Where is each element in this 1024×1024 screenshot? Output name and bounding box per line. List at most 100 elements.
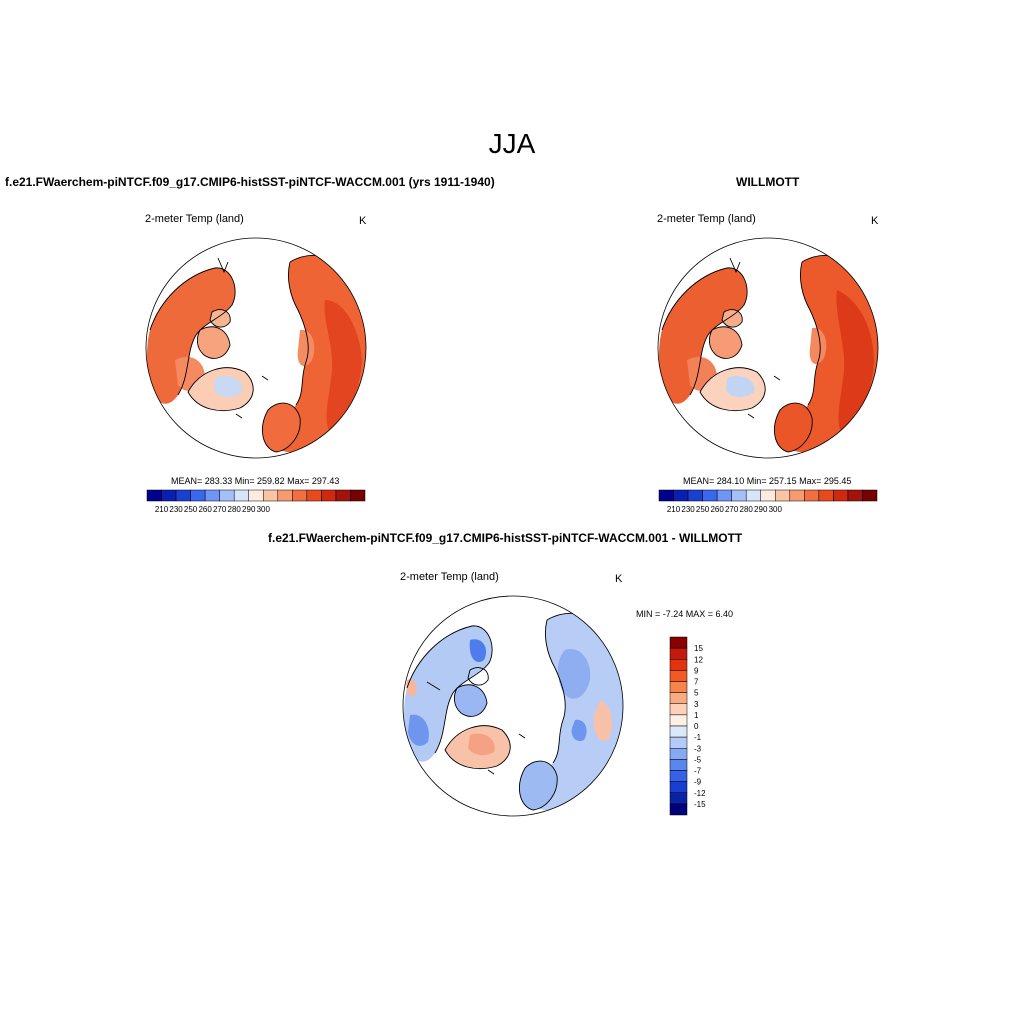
panel-1-colorbar-tick-label: 280 (228, 505, 242, 514)
north-america-land (147, 267, 236, 404)
panel-3-title: f.e21.FWaerchem-piNTCF.f09_g17.CMIP6-his… (268, 531, 743, 545)
panel-3-colorbar-swatch (669, 748, 688, 760)
panel-1-colorbar: 210 230 250 260 270 280 290 300 (146, 489, 366, 514)
panel-3-colorbar-swatch (669, 736, 688, 749)
panel-1-colorbar-tick-label: 260 (198, 505, 212, 514)
panel-2-colorbar-swatch (789, 489, 805, 502)
panel-1-colorbar-swatch (306, 489, 322, 502)
panel-2-colorbar-swatch (862, 489, 878, 502)
panel-3-colorbar-swatch (669, 670, 688, 682)
panel-3-colorbar-swatch (669, 714, 688, 727)
panel-3-colorbar-tick-label: -12 (694, 789, 706, 798)
panel-1-stats: MEAN= 283.33 Min= 259.82 Max= 297.43 (171, 476, 340, 486)
panel-1-colorbar-tick-label: 290 (242, 505, 256, 514)
panel-2-colorbar-tick-label: 210 (667, 505, 681, 514)
panel-3-colorbar: 15 12 9 7 5 3 1 0 -1 -3 -5 -7 -9 -12 -15 (669, 636, 706, 816)
panel-2-colorbar-swatch (687, 489, 703, 502)
panel-2-units-label: K (871, 215, 879, 227)
panel-1-colorbar-tick-label: 250 (184, 505, 198, 514)
panel-3-colorbar-tick-label: -9 (694, 778, 702, 787)
panel-3-colorbar-tick-label: 1 (694, 711, 699, 720)
panel-2-colorbar-swatch (716, 489, 732, 502)
panel-3-units-label: K (615, 573, 623, 585)
scandinavia-land (262, 403, 301, 452)
panel-2-colorbar-swatch (833, 489, 849, 502)
panel-3-colorbar-swatch (669, 792, 688, 805)
panel-2-colorbar-swatch (847, 489, 863, 502)
panel-2-colorbar-swatch (702, 489, 718, 502)
panel-1-colorbar-swatch (335, 489, 351, 502)
panel-2-colorbar-tick-label: 270 (725, 505, 739, 514)
panel-2-colorbar-tick-label: 250 (696, 505, 710, 514)
scandinavia-land (774, 403, 813, 452)
panel-2-colorbar: 210 230 250 260 270 280 290 300 (658, 489, 878, 514)
panel-3-colorbar-swatch (669, 681, 688, 693)
eurasia-land (536, 613, 623, 811)
panel-1-units-label: K (359, 215, 367, 227)
panel-2-colorbar-swatch (745, 489, 761, 502)
panel-3-colorbar-swatch (669, 659, 688, 671)
panel-2-map-outline (657, 237, 879, 459)
panel-3-colorbar-tick-label: 0 (694, 722, 699, 731)
panel-1-colorbar-swatch (146, 489, 162, 502)
panel-1-colorbar-swatch (248, 489, 264, 502)
panel-3-map-outline (402, 595, 624, 817)
panel-1-colorbar-tick-label: 300 (257, 505, 271, 514)
panel-1-map (146, 238, 366, 458)
panel-3-colorbar-tick-label: 15 (694, 644, 703, 653)
panel-1-colorbar-swatch (321, 489, 337, 502)
panel-2-colorbar-swatch (775, 489, 791, 502)
panel-3-colorbar-tick-label: -1 (694, 733, 702, 742)
panel-2-colorbar-swatch (760, 489, 776, 502)
panel-3-colorbar-tick-label: 3 (694, 700, 699, 709)
panel-1-colorbar-swatch (350, 489, 366, 502)
panel-3-map (403, 596, 623, 816)
panel-1-variable-label: 2-meter Temp (land) (145, 213, 244, 225)
scandinavia-land (519, 761, 558, 810)
panel-3-stats: MIN = -7.24 MAX = 6.40 (636, 609, 734, 619)
panel-3-colorbar-swatch (669, 692, 688, 704)
panel-1-map-outline (145, 237, 367, 459)
panel-1-colorbar-swatch (263, 489, 279, 502)
panel-3-colorbar-swatch (669, 647, 688, 660)
panel-3-colorbar-tick-label: 7 (694, 678, 699, 687)
panel-1-colorbar-tick-label: 210 (155, 505, 169, 514)
panel-2-colorbar-swatch (804, 489, 820, 502)
panel-2-colorbar-swatch (658, 489, 674, 502)
panel-1-colorbar-swatch (233, 489, 249, 502)
panel-3-colorbar-tick-label: 9 (694, 666, 699, 675)
panel-1-colorbar-swatch (204, 489, 220, 502)
panel-3-colorbar-tick-label: -3 (694, 744, 702, 753)
panel-3-colorbar-swatch (669, 725, 688, 738)
panel-3-colorbar-swatch (669, 636, 688, 649)
panel-1-colorbar-swatch (161, 489, 177, 502)
panel-1-colorbar-tick-label: 270 (213, 505, 227, 514)
panel-3-colorbar-swatch (669, 703, 688, 716)
panel-3-colorbar-tick-label: -5 (694, 755, 702, 764)
panel-3-colorbar-tick-label: -7 (694, 767, 702, 776)
panel-3-colorbar-swatch (669, 781, 688, 793)
panel-3-colorbar-swatch (669, 759, 688, 771)
panel-2-colorbar-tick-label: 230 (681, 505, 695, 514)
panel-1-colorbar-swatch (190, 489, 206, 502)
panel-1-colorbar-swatch (175, 489, 191, 502)
panel-2-stats: MEAN= 284.10 Min= 257.15 Max= 295.45 (683, 476, 852, 486)
panel-1-title: f.e21.FWaerchem-piNTCF.f09_g17.CMIP6-his… (5, 175, 495, 189)
panel-3-variable-label: 2-meter Temp (land) (400, 571, 499, 583)
panel-3-colorbar-tick-label: -15 (694, 800, 706, 809)
panel-3-colorbar-tick-label: 12 (694, 655, 703, 664)
panel-2-colorbar-swatch (673, 489, 689, 502)
panel-1-colorbar-swatch (219, 489, 235, 502)
panel-1-colorbar-swatch (292, 489, 308, 502)
panel-2-colorbar-tick-label: 260 (710, 505, 724, 514)
panel-2-colorbar-tick-label: 300 (769, 505, 783, 514)
panel-2-colorbar-tick-label: 280 (740, 505, 754, 514)
panel-2-title: WILLMOTT (736, 175, 800, 189)
panel-2-variable-label: 2-meter Temp (land) (657, 213, 756, 225)
panel-1-colorbar-swatch (277, 489, 293, 502)
panel-3-colorbar-tick-label: 5 (694, 689, 699, 698)
north-america-land (659, 267, 748, 404)
panel-2-colorbar-swatch (731, 489, 747, 502)
